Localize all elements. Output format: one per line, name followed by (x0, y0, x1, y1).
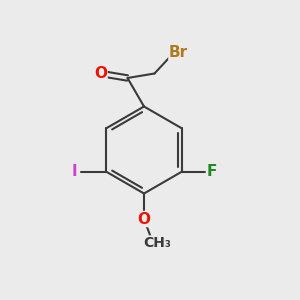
Text: Br: Br (169, 45, 188, 60)
Text: O: O (137, 212, 151, 226)
Text: CH₃: CH₃ (144, 236, 171, 250)
Text: I: I (71, 164, 77, 179)
Text: F: F (206, 164, 217, 179)
Text: O: O (94, 66, 107, 81)
